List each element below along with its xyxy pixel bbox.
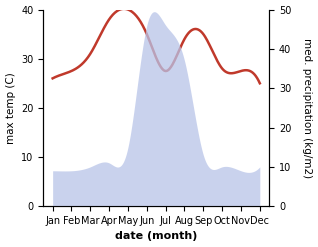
Y-axis label: max temp (C): max temp (C) [5,72,16,144]
X-axis label: date (month): date (month) [115,231,197,242]
Y-axis label: med. precipitation (kg/m2): med. precipitation (kg/m2) [302,38,313,178]
